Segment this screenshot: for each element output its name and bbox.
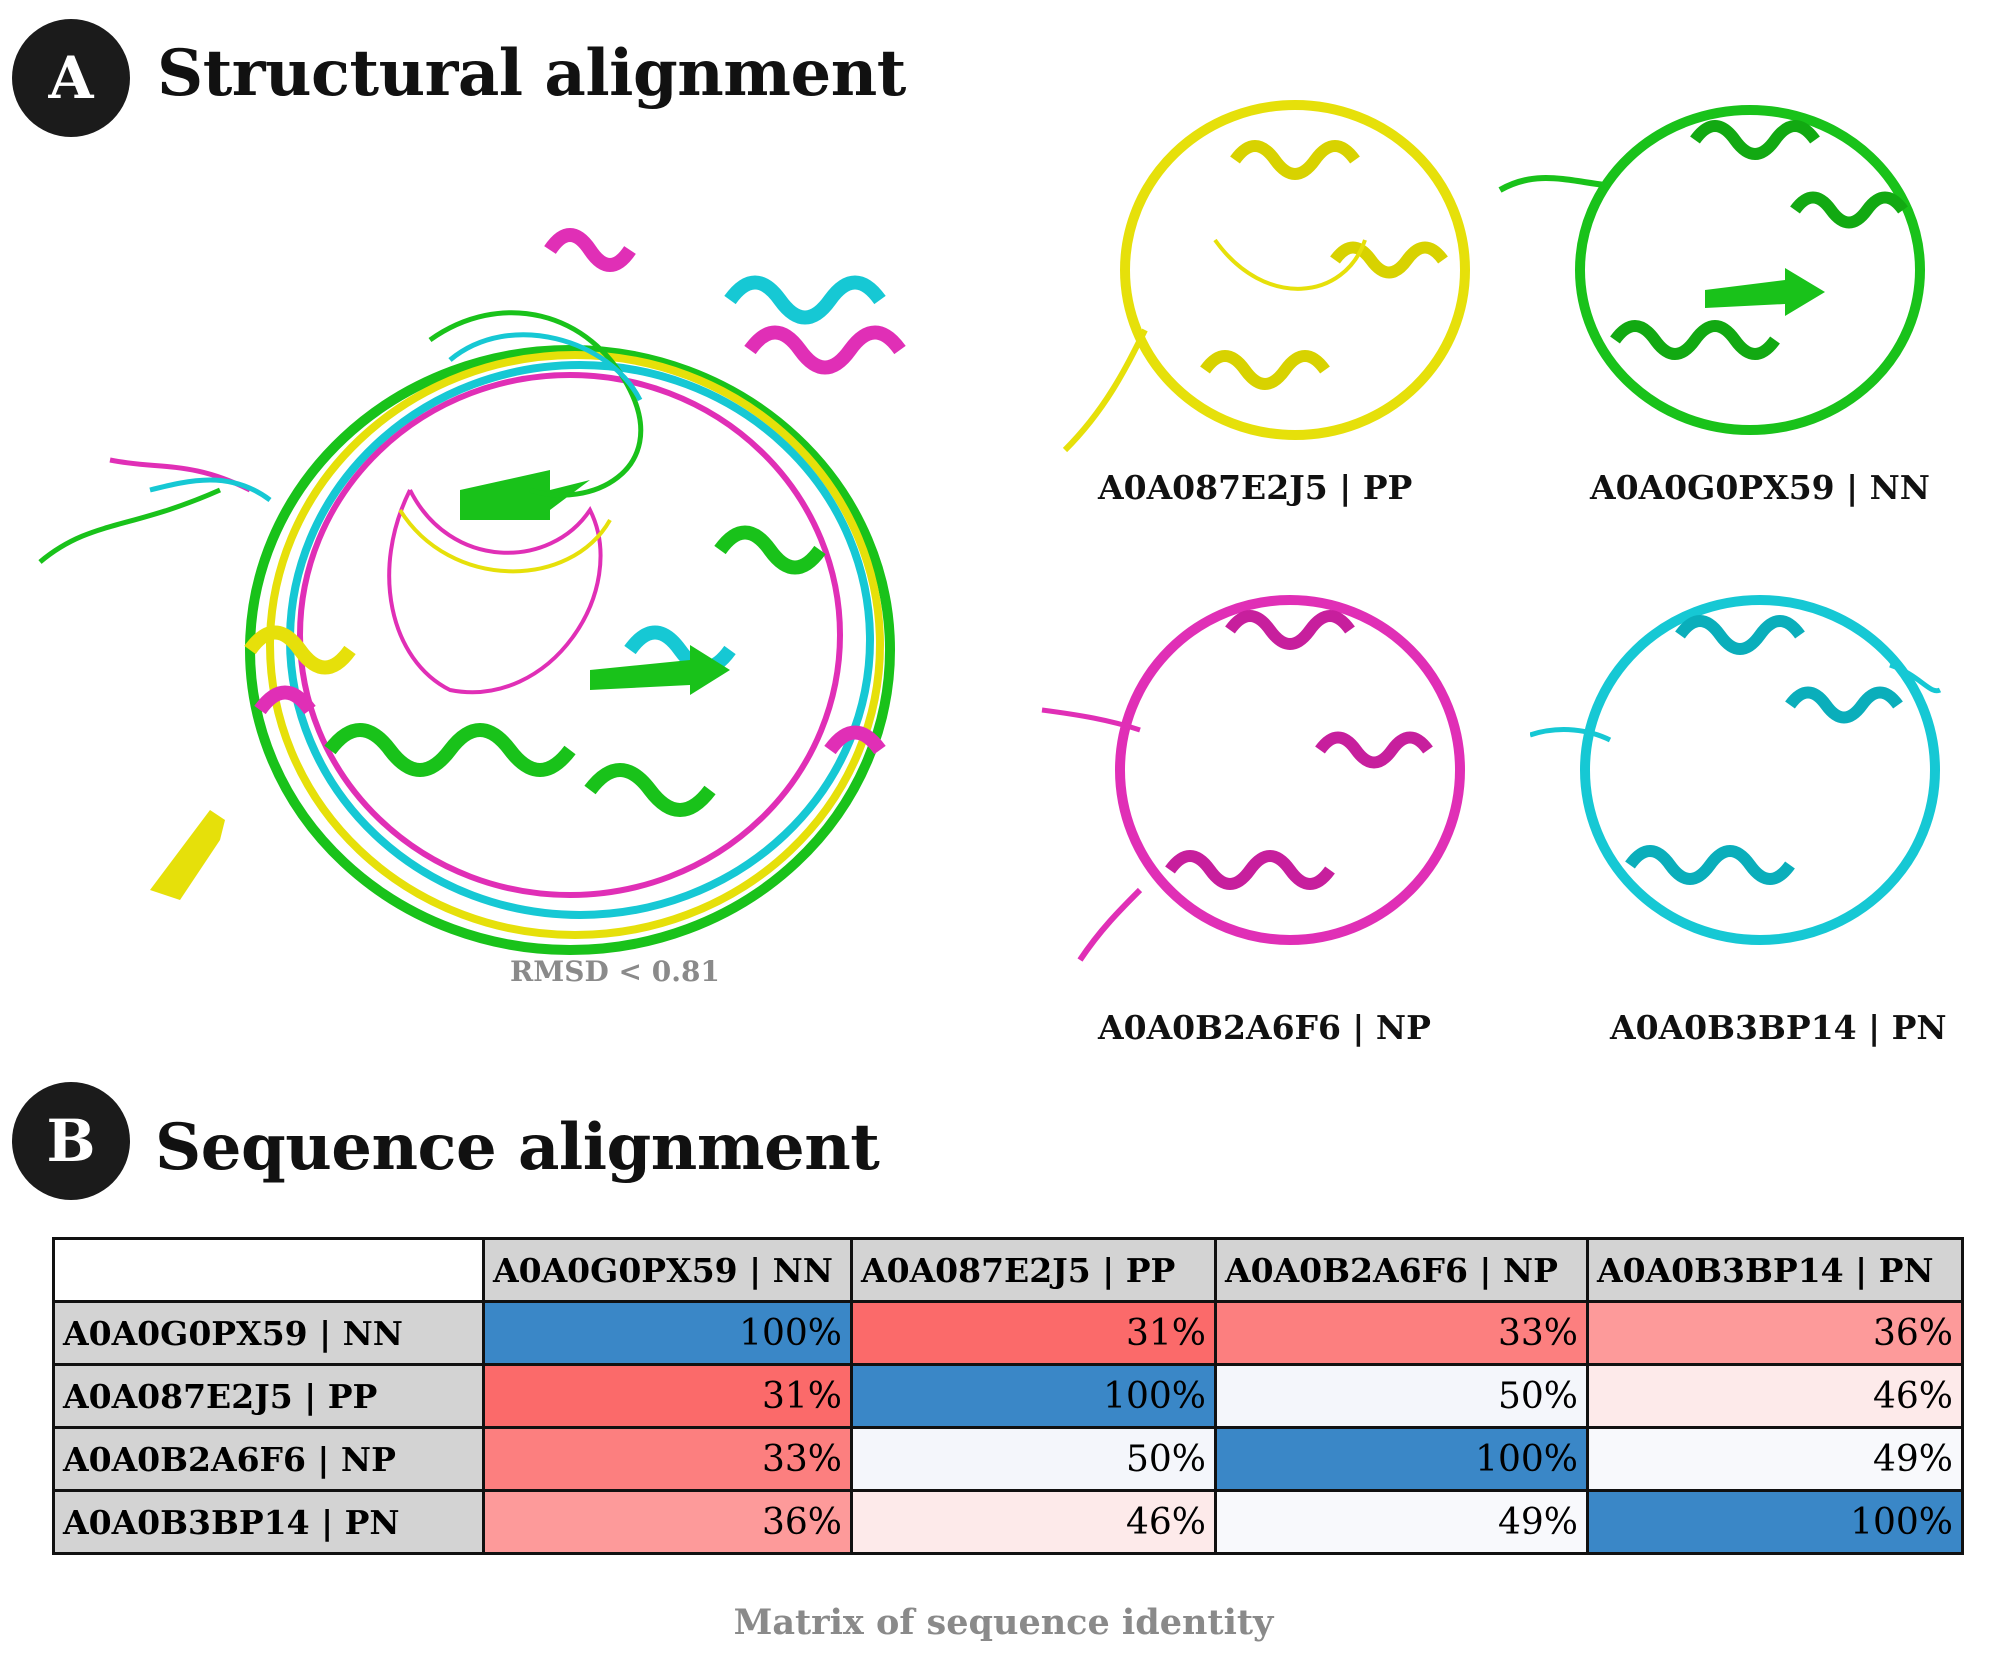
matrix-row-header: A0A0G0PX59 | NN: [52, 1300, 485, 1366]
structure-pp: [1062, 100, 1470, 453]
matrix-cell: 46%: [1586, 1363, 1964, 1429]
panel-a-badge: A: [12, 19, 130, 137]
matrix-corner-cell: [52, 1237, 485, 1303]
panel-a-title: Structural alignment: [157, 36, 906, 111]
rmsd-label: RMSD < 0.81: [510, 955, 720, 988]
superimposed-structure: [38, 228, 906, 955]
matrix-row-header: A0A0B3BP14 | PN: [52, 1489, 485, 1555]
label-pn: A0A0B3BP14 | PN: [1610, 1008, 1947, 1047]
label-pp: A0A087E2J5 | PP: [1098, 468, 1413, 507]
panel-a-badge-letter: A: [48, 44, 94, 112]
matrix-cell: 49%: [1214, 1489, 1589, 1555]
matrix-row: A0A0B3BP14 | PN 36% 46% 49% 100%: [52, 1489, 1964, 1555]
matrix-row-header: A0A0B2A6F6 | NP: [52, 1426, 485, 1492]
matrix-cell: 31%: [482, 1363, 853, 1429]
matrix-cell: 36%: [482, 1489, 853, 1555]
matrix-column-header: A0A0B2A6F6 | NP: [1214, 1237, 1589, 1303]
matrix-cell: 36%: [1586, 1300, 1964, 1366]
panel-b-badge-letter: B: [46, 1107, 96, 1175]
matrix-cell: 33%: [1214, 1300, 1589, 1366]
matrix-column-header: A0A0G0PX59 | NN: [482, 1237, 853, 1303]
matrix-cell: 33%: [482, 1426, 853, 1492]
matrix-cell: 50%: [1214, 1363, 1589, 1429]
matrix-cell: 46%: [850, 1489, 1217, 1555]
matrix-row: A0A0G0PX59 | NN 100% 31% 33% 36%: [52, 1300, 1964, 1366]
matrix-column-header: A0A087E2J5 | PP: [850, 1237, 1217, 1303]
matrix-cell: 100%: [1586, 1489, 1964, 1555]
matrix-cell: 100%: [1214, 1426, 1589, 1492]
matrix-cell: 100%: [482, 1300, 853, 1366]
structure-nn: [1498, 105, 1925, 435]
identity-matrix: A0A0G0PX59 | NN A0A087E2J5 | PP A0A0B2A6…: [52, 1237, 1964, 1555]
matrix-row: A0A087E2J5 | PP 31% 100% 50% 46%: [52, 1363, 1964, 1429]
matrix-row-header: A0A087E2J5 | PP: [52, 1363, 485, 1429]
label-nn: A0A0G0PX59 | NN: [1590, 468, 1930, 507]
panel-b-title: Sequence alignment: [155, 1110, 880, 1185]
matrix-cell: 100%: [850, 1363, 1217, 1429]
label-np: A0A0B2A6F6 | NP: [1098, 1008, 1431, 1047]
matrix-column-header: A0A0B3BP14 | PN: [1586, 1237, 1964, 1303]
matrix-caption: Matrix of sequence identity: [733, 1602, 1274, 1643]
structure-pn: [1530, 595, 1942, 945]
matrix-row: A0A0B2A6F6 | NP 33% 50% 100% 49%: [52, 1426, 1964, 1492]
matrix-header-row: A0A0G0PX59 | NN A0A087E2J5 | PP A0A0B2A6…: [52, 1237, 1964, 1303]
matrix-cell: 31%: [850, 1300, 1217, 1366]
panel-b-badge: B: [12, 1082, 130, 1200]
matrix-cell: 50%: [850, 1426, 1217, 1492]
structure-np: [1041, 595, 1465, 962]
matrix-cell: 49%: [1586, 1426, 1964, 1492]
